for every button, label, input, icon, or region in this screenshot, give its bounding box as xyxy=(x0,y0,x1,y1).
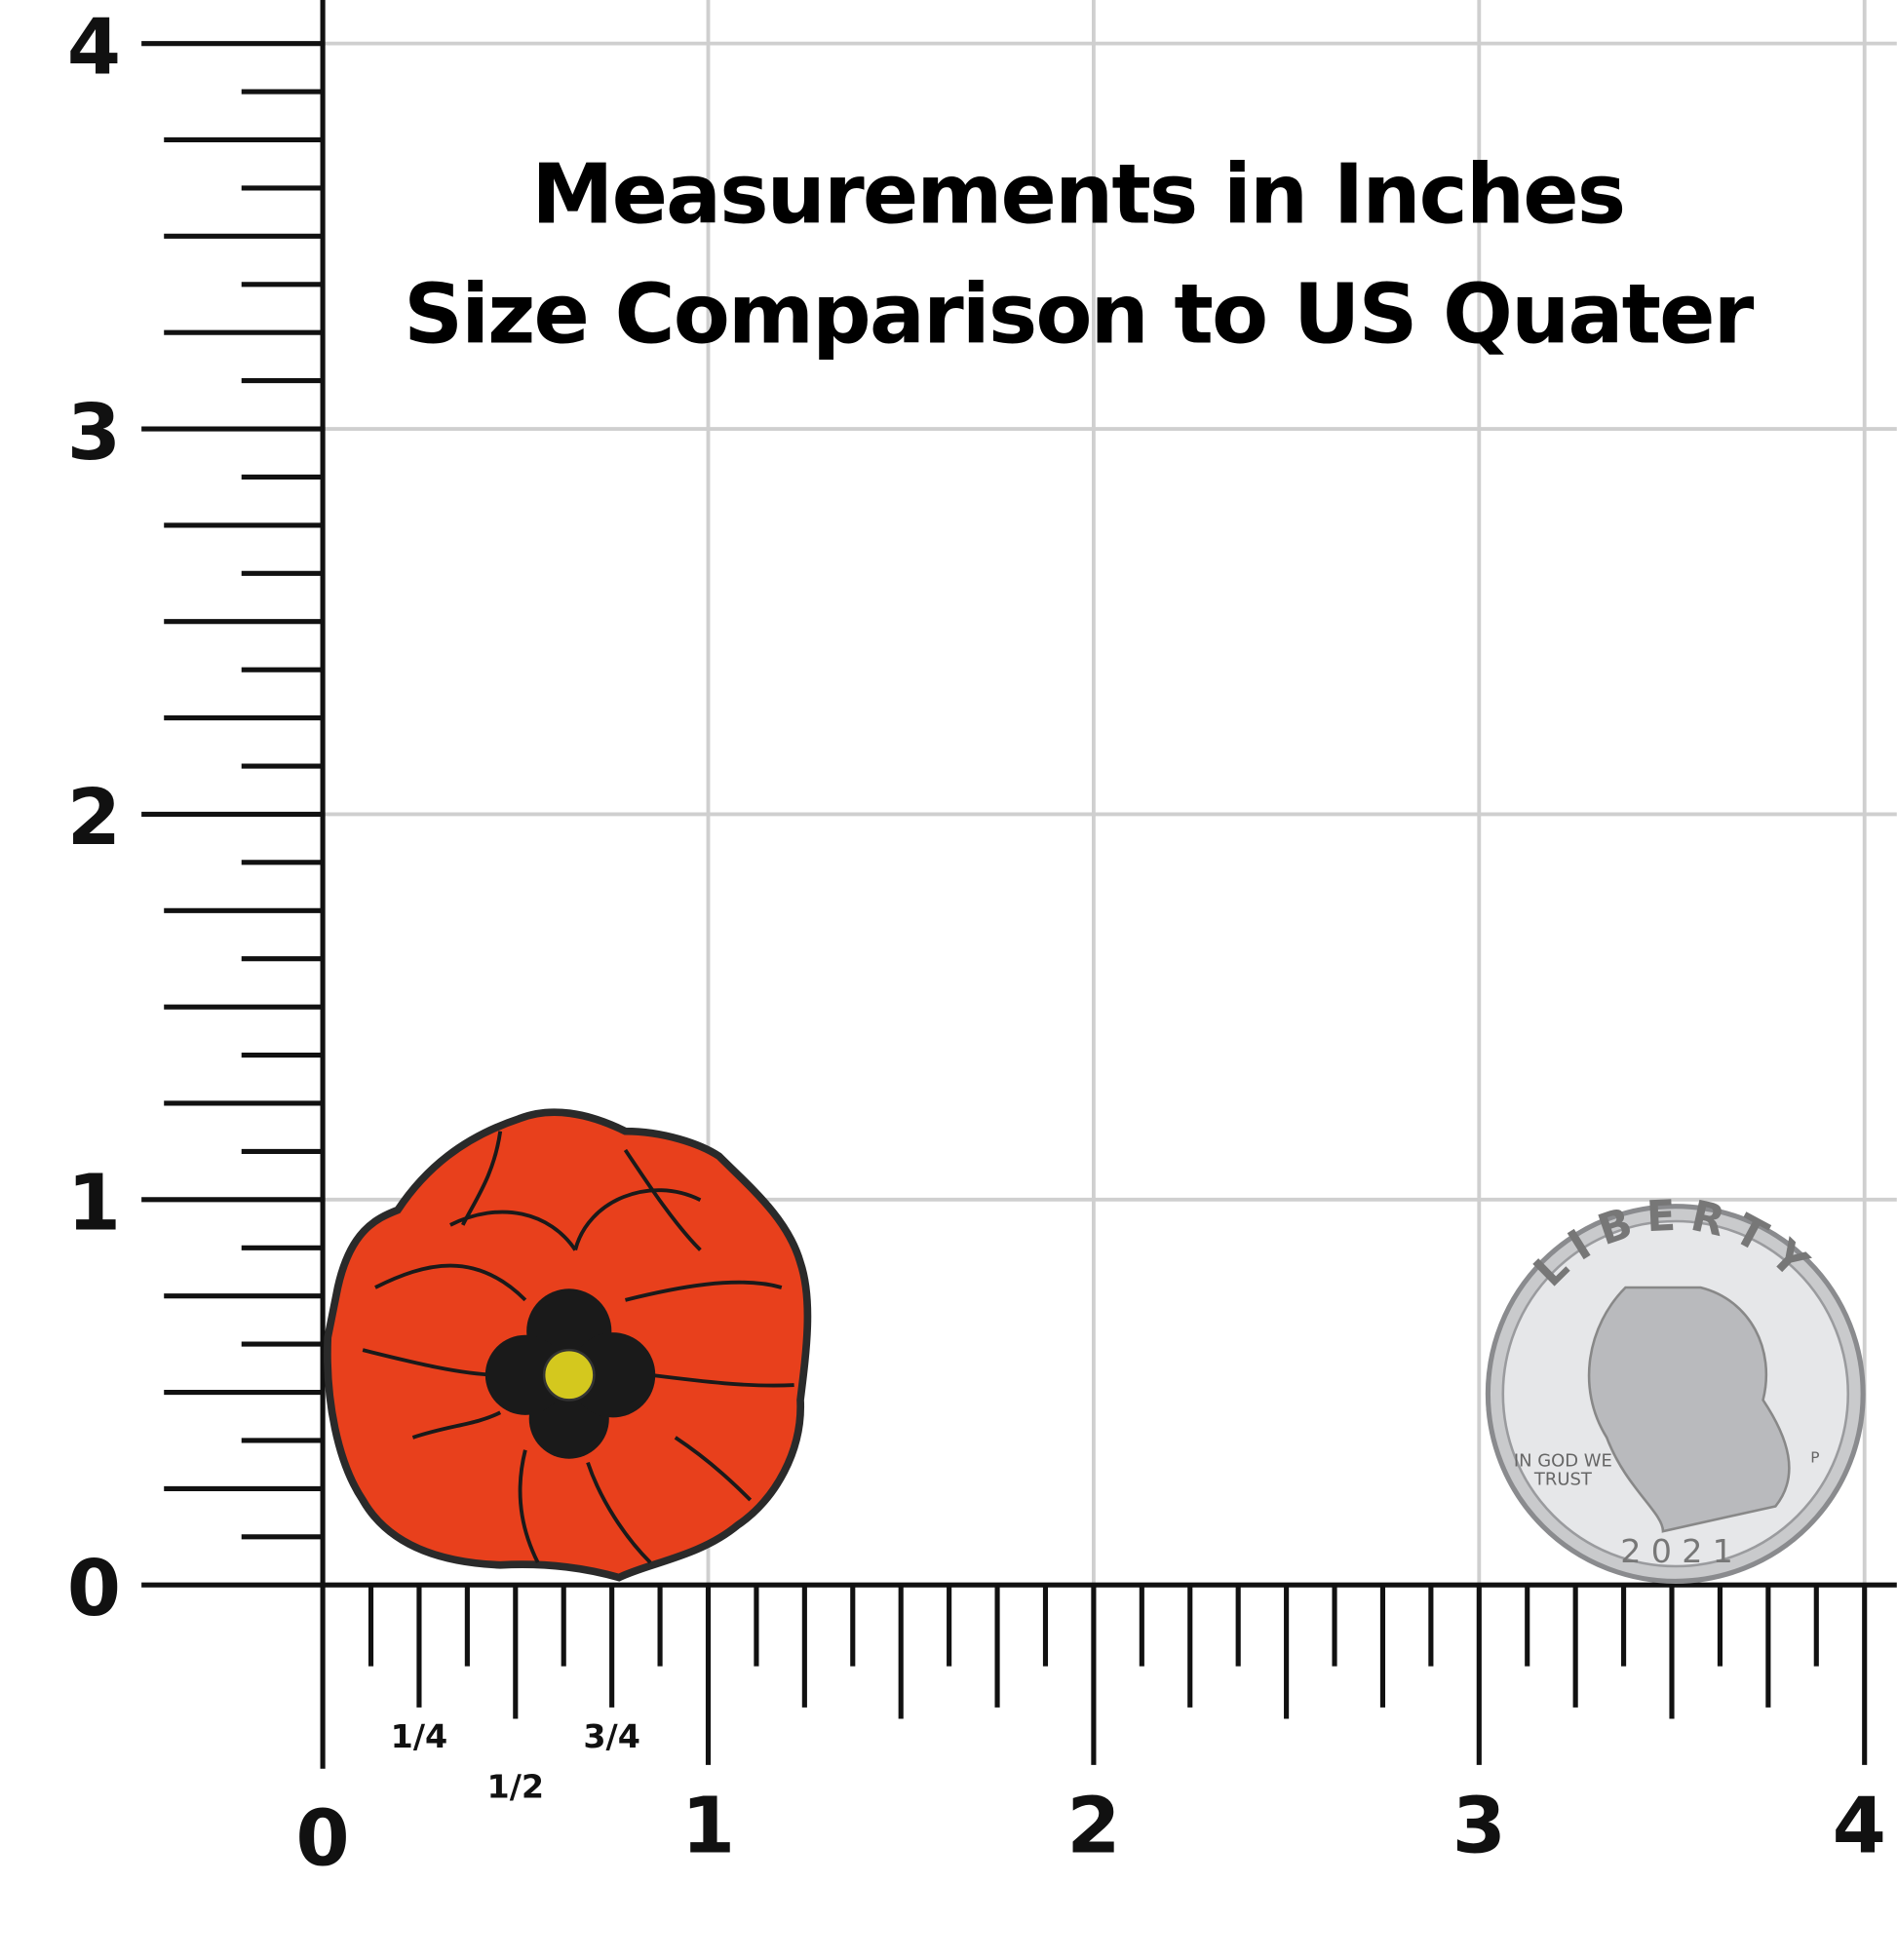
coin-mint: P xyxy=(1810,1449,1819,1467)
x-tick-label: 3 xyxy=(1452,1781,1506,1871)
fraction-label: 1/4 xyxy=(391,1717,448,1755)
us-quarter: LIBERTY IN GOD WE TRUST 2021 P xyxy=(1485,1191,1866,1584)
title-line: Size Comparison to US Quater xyxy=(404,265,1755,362)
coin-motto: IN GOD WE xyxy=(1514,1450,1612,1471)
coin-motto: TRUST xyxy=(1533,1470,1593,1490)
y-tick-label: 3 xyxy=(67,387,121,478)
x-tick-label: 2 xyxy=(1066,1781,1120,1871)
ruler-ticks xyxy=(141,0,1897,1769)
y-tick-label: 1 xyxy=(67,1158,121,1249)
x-tick-label: 1 xyxy=(681,1781,735,1871)
fraction-label: 3/4 xyxy=(583,1717,640,1755)
fraction-label: 1/2 xyxy=(487,1767,545,1805)
x-tick-label: 4 xyxy=(1833,1781,1886,1871)
y-tick-label: 4 xyxy=(67,1,121,92)
x-tick-label: 0 xyxy=(295,1793,349,1884)
title-line: Measurements in Inches xyxy=(531,145,1624,242)
y-tick-label: 0 xyxy=(67,1543,121,1633)
y-tick-label: 2 xyxy=(67,772,121,863)
poppy-pin xyxy=(324,1108,812,1582)
coin-year: 2021 xyxy=(1620,1532,1743,1570)
